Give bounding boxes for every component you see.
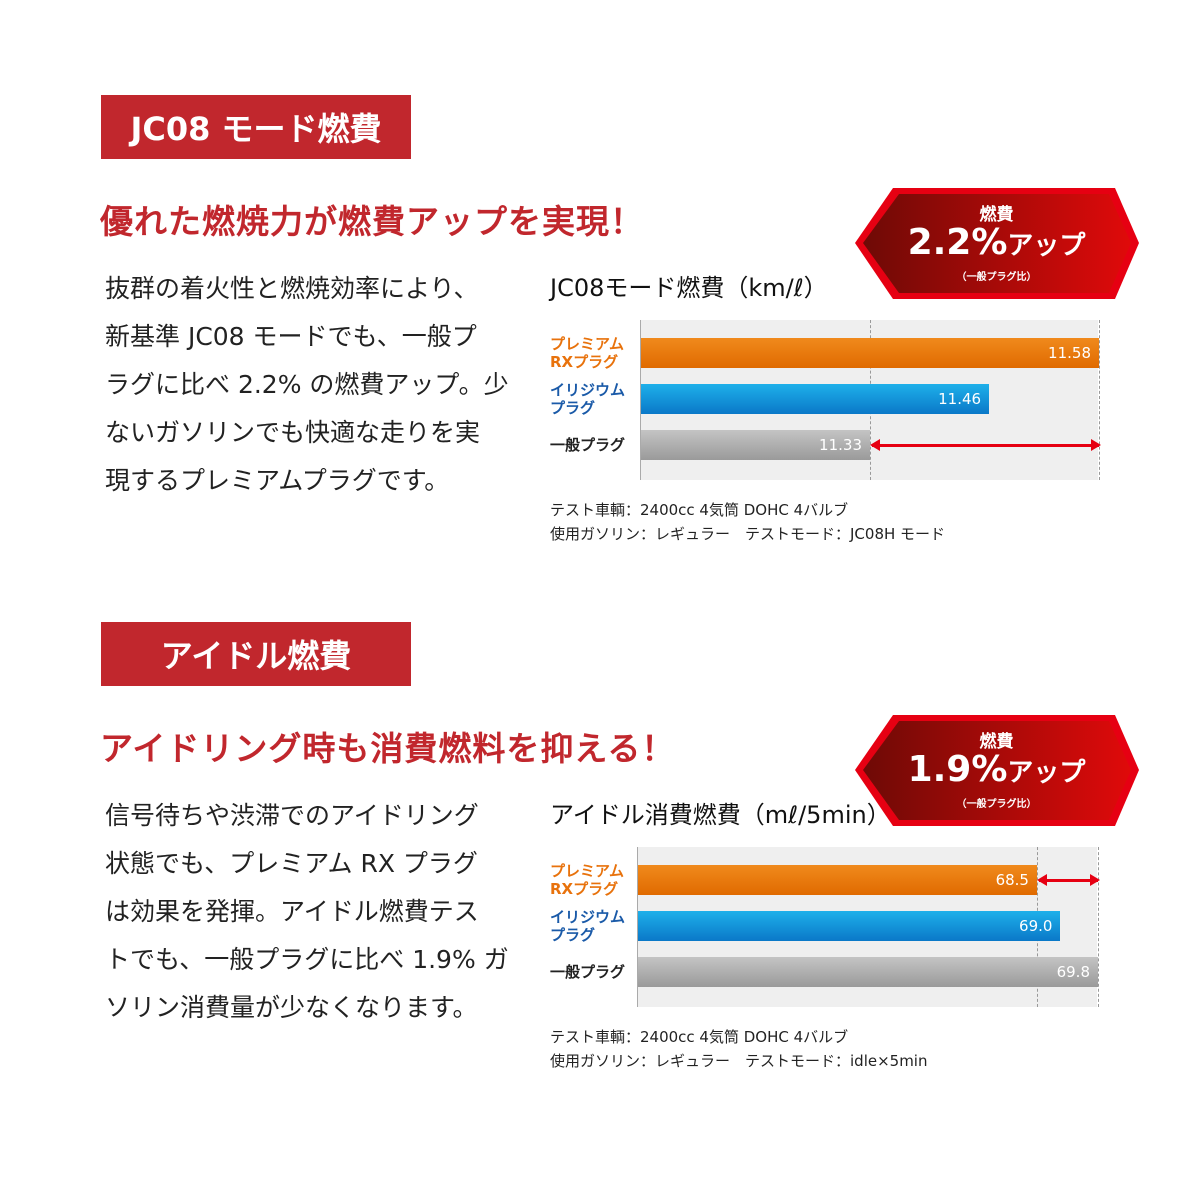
category-label: イリジウム プラグ — [550, 908, 625, 944]
note-line: 使用ガソリン：レギュラー テストモード：JC08H モード — [550, 525, 946, 543]
category-line: RXプラグ — [550, 353, 619, 371]
category-label: 一般プラグ — [550, 436, 625, 454]
improvement-badge: 燃費 1.9%アップ （一般プラグ比） — [853, 713, 1140, 828]
bar-0: 68.5 — [638, 865, 1037, 895]
bar-value-label: 11.46 — [938, 390, 982, 408]
body-line: ないガソリンでも快適な走りを実 — [105, 418, 481, 447]
body-line: は効果を発揮。アイドル燃費テス — [105, 897, 479, 926]
badge-value: 1.9%アップ — [853, 749, 1140, 790]
badge-percent: 1.9% — [907, 749, 1008, 790]
section-subtitle: アイドリング時も消費燃料を抑える！ — [100, 729, 676, 768]
bar-value-label: 69.8 — [1056, 963, 1090, 981]
badge-hexagon-icon — [855, 715, 1139, 826]
badge-suffix: アップ — [1007, 758, 1086, 788]
badge-note: （一般プラグ比） — [956, 799, 1037, 810]
badge-label: 燃費 — [979, 732, 1014, 752]
category-label: プレミアム RXプラグ — [550, 862, 624, 898]
category-line: 一般プラグ — [550, 436, 626, 454]
body-line: 抜群の着火性と燃焼効率により、 — [105, 274, 479, 303]
note-line: 使用ガソリン：レギュラー テストモード：idle×5min — [550, 1052, 928, 1070]
chart-title: JC08モード燃費（km/ℓ） — [550, 274, 828, 302]
bar-2: 69.8 — [638, 957, 1098, 987]
body-line: トでも、一般プラグに比べ 1.9% ガ — [105, 945, 509, 974]
category-line: RXプラグ — [550, 880, 619, 898]
difference-arrow — [1036, 874, 1101, 886]
bar-1: 11.46 — [641, 384, 990, 414]
bar-value-label: 11.58 — [1048, 344, 1091, 362]
reference-line — [1098, 847, 1099, 1007]
category-line: プラグ — [550, 926, 596, 944]
bar-value-label: 68.5 — [995, 871, 1029, 889]
bar-value-label: 11.33 — [819, 436, 862, 454]
badge-label: 燃費 — [979, 205, 1014, 225]
body-line: 状態でも、プレミアム RX プラグ — [105, 849, 478, 878]
chart-plot-area: 68.5 69.0 69.8 — [637, 847, 1101, 1007]
category-label: プレミアム RXプラグ — [550, 335, 624, 371]
bar-2: 11.33 — [641, 430, 870, 460]
category-line: プレミアム — [550, 335, 624, 353]
badge-suffix: アップ — [1007, 231, 1086, 261]
category-line: 一般プラグ — [550, 963, 626, 981]
test-conditions: テスト車輌：2400cc 4気筒 DOHC 4バルブ使用ガソリン：レギュラー テ… — [550, 498, 945, 546]
note-line: テスト車輌：2400cc 4気筒 DOHC 4バルブ — [550, 501, 849, 519]
section-header: JC08 モード燃費 — [101, 95, 411, 159]
body-line: ラグに比べ 2.2% の燃費アップ。少 — [105, 370, 509, 399]
body-line: 現するプレミアムプラグです。 — [105, 466, 450, 495]
body-line: ソリン消費量が少なくなります。 — [105, 993, 478, 1022]
bar-1: 69.0 — [638, 911, 1061, 941]
chart-plot-area: 11.58 11.46 11.33 — [640, 320, 1101, 480]
category-label: イリジウム プラグ — [550, 381, 625, 417]
category-label: 一般プラグ — [550, 963, 625, 981]
category-line: イリジウム — [550, 381, 626, 399]
badge-percent: 2.2% — [907, 222, 1008, 263]
section-body: 信号待ちや渋滞でのアイドリング 状態でも、プレミアム RX プラグ は効果を発揮。ア… — [105, 792, 515, 1032]
improvement-badge: 燃費 2.2%アップ （一般プラグ比） — [853, 186, 1140, 301]
badge-note: （一般プラグ比） — [956, 272, 1037, 283]
chart-title: アイドル消費燃費（mℓ/5min） — [550, 801, 891, 829]
section-body: 抜群の着火性と燃焼効率により、 新基準 JC08 モードでも、一般プラグに比べ 2… — [105, 265, 515, 505]
badge-hexagon-icon — [855, 188, 1139, 299]
reference-line — [1099, 320, 1100, 480]
body-line: 新基準 JC08 モードでも、一般プ — [105, 322, 477, 351]
test-conditions: テスト車輌：2400cc 4気筒 DOHC 4バルブ使用ガソリン：レギュラー テ… — [550, 1025, 928, 1073]
category-line: イリジウム — [550, 908, 626, 926]
note-line: テスト車輌：2400cc 4気筒 DOHC 4バルブ — [550, 1028, 849, 1046]
body-line: 信号待ちや渋滞でのアイドリング — [105, 801, 479, 830]
section-subtitle: 優れた燃焼力が燃費アップを実現！ — [100, 202, 644, 241]
badge-value: 2.2%アップ — [853, 222, 1140, 263]
difference-arrow — [870, 439, 1101, 451]
category-line: プレミアム — [550, 862, 624, 880]
bar-value-label: 69.0 — [1019, 917, 1053, 935]
bar-0: 11.58 — [641, 338, 1099, 368]
section-header: アイドル燃費 — [101, 622, 411, 686]
category-line: プラグ — [550, 399, 596, 417]
